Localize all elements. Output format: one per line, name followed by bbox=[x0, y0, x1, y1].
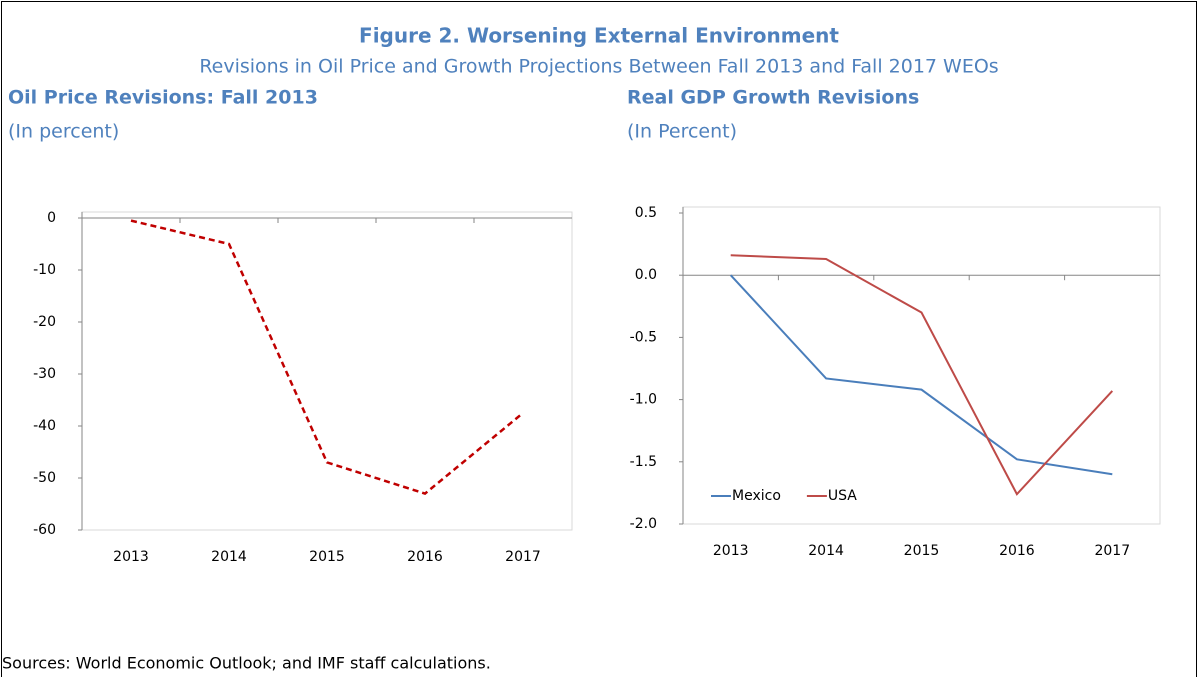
series-line bbox=[729, 274, 1113, 476]
x-tick-label: 2013 bbox=[713, 543, 749, 559]
legend-label: Mexico bbox=[732, 488, 781, 504]
plot-frame bbox=[682, 206, 1161, 525]
y-tick-label: -1.5 bbox=[630, 454, 657, 470]
chart-title: Real GDP Growth Revisions bbox=[627, 87, 919, 109]
x-tick-label: 2016 bbox=[999, 543, 1035, 559]
x-tick-label: 2013 bbox=[113, 549, 149, 565]
x-tick-label: 2017 bbox=[505, 549, 541, 565]
y-tick-label: -10 bbox=[33, 262, 56, 278]
chart-title: Oil Price Revisions: Fall 2013 bbox=[8, 87, 318, 109]
y-tick-label: -1.0 bbox=[630, 392, 657, 408]
y-tick-label: -0.5 bbox=[630, 329, 657, 345]
legend-label: USA bbox=[828, 488, 857, 504]
y-tick-label: 0.5 bbox=[635, 205, 657, 221]
x-tick-label: 2016 bbox=[407, 549, 443, 565]
y-tick-label: -60 bbox=[33, 522, 56, 538]
chart-subtitle: (In Percent) bbox=[627, 121, 737, 143]
y-tick-label: 0 bbox=[47, 210, 56, 226]
x-tick-label: 2015 bbox=[309, 549, 345, 565]
plot-frame bbox=[81, 211, 573, 531]
figure-subtitle: Revisions in Oil Price and Growth Projec… bbox=[199, 56, 998, 78]
figure-title: Figure 2. Worsening External Environment bbox=[359, 24, 839, 48]
y-tick-label: -2.0 bbox=[630, 516, 657, 532]
y-tick-label: 0.0 bbox=[635, 267, 657, 283]
chart-subtitle: (In percent) bbox=[8, 121, 119, 143]
x-tick-label: 2015 bbox=[904, 543, 940, 559]
source-note: Sources: World Economic Outlook; and IMF… bbox=[2, 654, 491, 673]
series-line bbox=[130, 219, 524, 495]
x-tick-label: 2014 bbox=[808, 543, 844, 559]
x-tick-label: 2017 bbox=[1094, 543, 1130, 559]
series-line bbox=[730, 254, 1114, 496]
y-tick-label: -20 bbox=[33, 314, 56, 330]
x-tick-label: 2014 bbox=[211, 549, 247, 565]
y-tick-label: -30 bbox=[33, 366, 56, 382]
y-tick-label: -50 bbox=[33, 470, 56, 486]
y-tick-label: -40 bbox=[33, 418, 56, 434]
